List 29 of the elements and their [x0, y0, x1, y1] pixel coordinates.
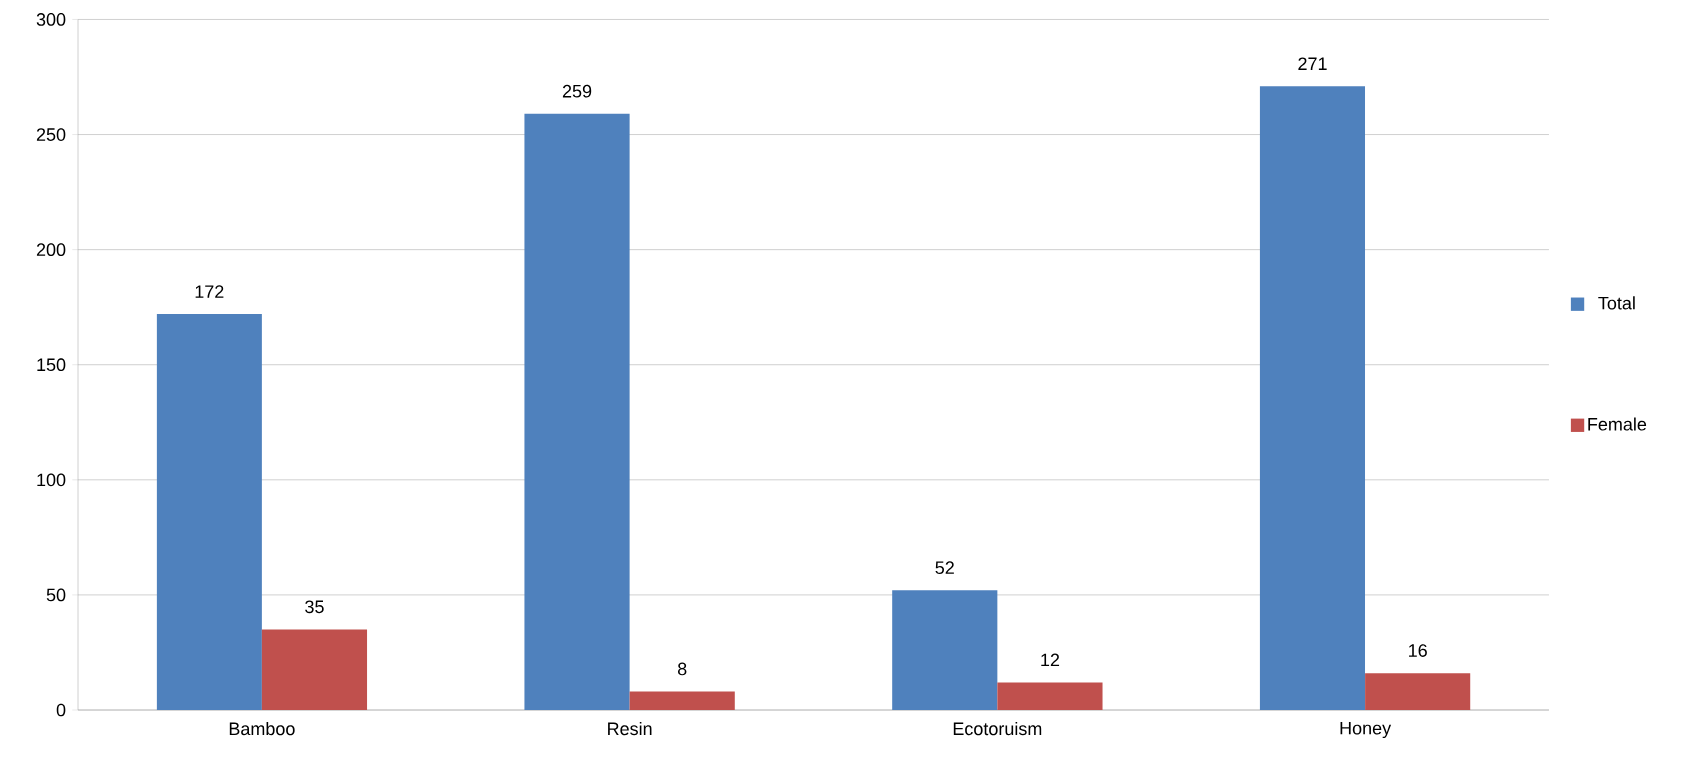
data-label: 16: [1409, 644, 1427, 657]
y-tick-label: 250: [36, 128, 66, 141]
y-tick-label: 100: [37, 473, 66, 487]
y-tick-label: 150: [37, 358, 66, 372]
data-label: 259: [562, 84, 592, 98]
bar: [892, 590, 998, 710]
data-label: 8: [677, 662, 687, 676]
y-tick-label: 0: [56, 703, 66, 717]
bar: [1259, 86, 1366, 710]
bar: [629, 691, 735, 710]
x-tick-label: Resin: [608, 721, 652, 736]
x-tick-label: Bamboo: [229, 721, 295, 736]
x-tick-label: Honey: [1340, 721, 1392, 739]
x-tick-label: Ecotoruism: [953, 721, 1042, 736]
legend-label: Female: [1588, 417, 1647, 431]
data-label: 12: [1041, 653, 1060, 667]
data-label: 52: [935, 561, 954, 575]
bar: [524, 113, 630, 710]
data-label: 35: [305, 600, 324, 614]
data-label: 172: [195, 285, 224, 298]
y-tick-label: 300: [36, 13, 66, 26]
data-label: 271: [1298, 57, 1327, 70]
bar: [1365, 673, 1471, 710]
legend-label: Total: [1598, 296, 1635, 310]
bar: [156, 314, 262, 710]
y-tick-label: 200: [36, 243, 66, 257]
bar: [261, 629, 368, 710]
bar: [997, 682, 1103, 710]
y-tick-label: 50: [46, 588, 66, 602]
